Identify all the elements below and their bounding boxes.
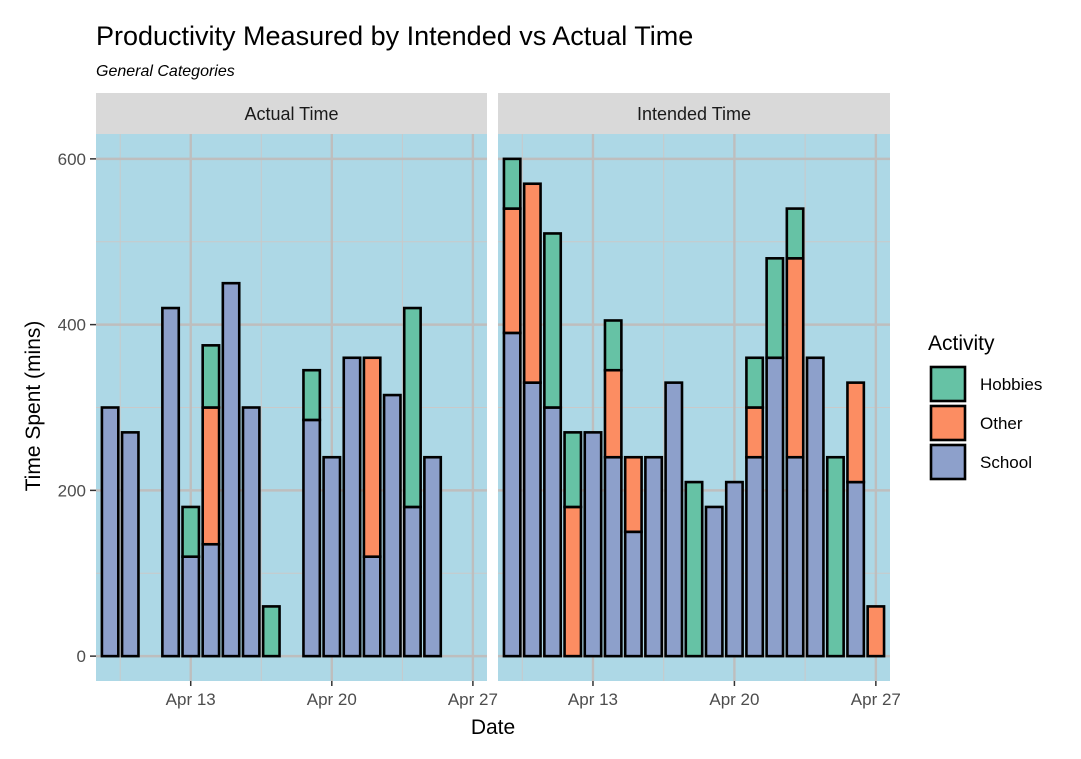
y-tick-label: 600 — [58, 150, 86, 169]
bar-segment-hobbies — [261, 605, 281, 658]
bar-segment-school — [543, 406, 563, 658]
bar-segment-school — [100, 406, 120, 658]
x-tick-label: Apr 13 — [166, 690, 216, 709]
legend-label-school: School — [980, 453, 1032, 472]
x-axis-title: Date — [471, 716, 515, 739]
facet-strip-label: Actual Time — [244, 104, 338, 124]
bar-segment-school — [765, 356, 785, 658]
x-tick-label: Apr 20 — [307, 690, 357, 709]
bar-segment-hobbies — [181, 505, 201, 558]
bar-segment-other — [866, 605, 886, 658]
facet-panel: Intended Time — [498, 93, 890, 681]
bar-segment-hobbies — [402, 306, 422, 509]
bar-segment-school — [603, 455, 623, 658]
y-tick-label: 200 — [58, 481, 86, 500]
bar-segment-school — [583, 431, 603, 658]
y-axis-title: Time Spent (mins) — [22, 321, 45, 492]
x-tick-label: Apr 20 — [709, 690, 759, 709]
bar-segment-other — [502, 207, 522, 335]
bar-segment-other — [201, 406, 221, 546]
facet-strip-label: Intended Time — [637, 104, 751, 124]
bar-segment-school — [724, 480, 744, 658]
bar-segment-school — [644, 455, 664, 658]
x-axes: Apr 13 Apr 20 Apr 27 Apr 13 Apr 20 Apr 27 — [166, 681, 901, 709]
bar-segment-hobbies — [543, 232, 563, 409]
bar-segment-school — [785, 455, 805, 658]
bar-segment-school — [664, 381, 684, 658]
bar-segment-school — [623, 530, 643, 658]
bar-segment-school — [342, 356, 362, 658]
bar-segment-hobbies — [502, 157, 522, 210]
bar-segment-other — [745, 406, 765, 459]
bar-segment-hobbies — [785, 207, 805, 260]
bar-segment-school — [221, 281, 241, 658]
bar-segment-hobbies — [302, 368, 322, 422]
bar-segment-hobbies — [765, 257, 785, 360]
bar-segment-other — [362, 356, 382, 558]
legend-key-hobbies — [929, 365, 967, 403]
bar-segment-school — [362, 555, 382, 658]
legend-key-school — [929, 443, 967, 481]
bar-segment-school — [745, 455, 765, 658]
legend: Activity Hobbies Other School — [928, 332, 1042, 481]
facet-panels: Actual Time Intended Time — [96, 93, 890, 681]
facet-strip — [498, 93, 890, 134]
bar-segment-hobbies — [684, 480, 704, 658]
legend-label-other: Other — [980, 414, 1023, 433]
bar-segment-hobbies — [745, 356, 765, 409]
bar-segment-school — [201, 542, 221, 658]
x-tick-label: Apr 27 — [851, 690, 901, 709]
bar-segment-school — [181, 555, 201, 658]
bar-segment-other — [785, 257, 805, 459]
x-tick-label: Apr 13 — [568, 690, 618, 709]
chart-title: Productivity Measured by Intended vs Act… — [96, 21, 693, 51]
y-tick-label: 0 — [77, 647, 86, 666]
bar-segment-other — [846, 381, 866, 484]
bar-segment-hobbies — [825, 455, 845, 658]
bar-segment-school — [704, 505, 724, 658]
bar-segment-school — [120, 431, 140, 658]
bar-segment-school — [302, 418, 322, 658]
bar-segment-school — [382, 393, 402, 658]
bar-segment-school — [502, 331, 522, 658]
bar-segment-other — [603, 368, 623, 459]
bar-segment-hobbies — [563, 431, 583, 509]
y-axis: 0 200 400 600 — [58, 150, 96, 666]
bar-segment-other — [623, 455, 643, 534]
legend-key-other — [929, 404, 967, 442]
x-tick-label: Apr 27 — [448, 690, 498, 709]
bar-segment-hobbies — [603, 319, 623, 372]
chart-subtitle: General Categories — [96, 63, 235, 80]
bar-segment-school — [322, 455, 342, 658]
bar-segment-other — [522, 182, 542, 384]
bar-segment-school — [423, 455, 443, 658]
legend-label-hobbies: Hobbies — [980, 375, 1042, 394]
y-tick-label: 400 — [58, 316, 86, 335]
bar-segment-school — [846, 480, 866, 658]
legend-title: Activity — [928, 332, 995, 355]
bar-segment-school — [522, 381, 542, 658]
bar-segment-school — [805, 356, 825, 658]
bar-segment-school — [241, 406, 261, 658]
facet-strip — [96, 93, 487, 134]
bar-segment-other — [563, 505, 583, 658]
bar-segment-school — [161, 306, 181, 658]
bar-segment-hobbies — [201, 344, 221, 409]
bar-segment-school — [402, 505, 422, 658]
facet-panel: Actual Time — [96, 93, 487, 681]
